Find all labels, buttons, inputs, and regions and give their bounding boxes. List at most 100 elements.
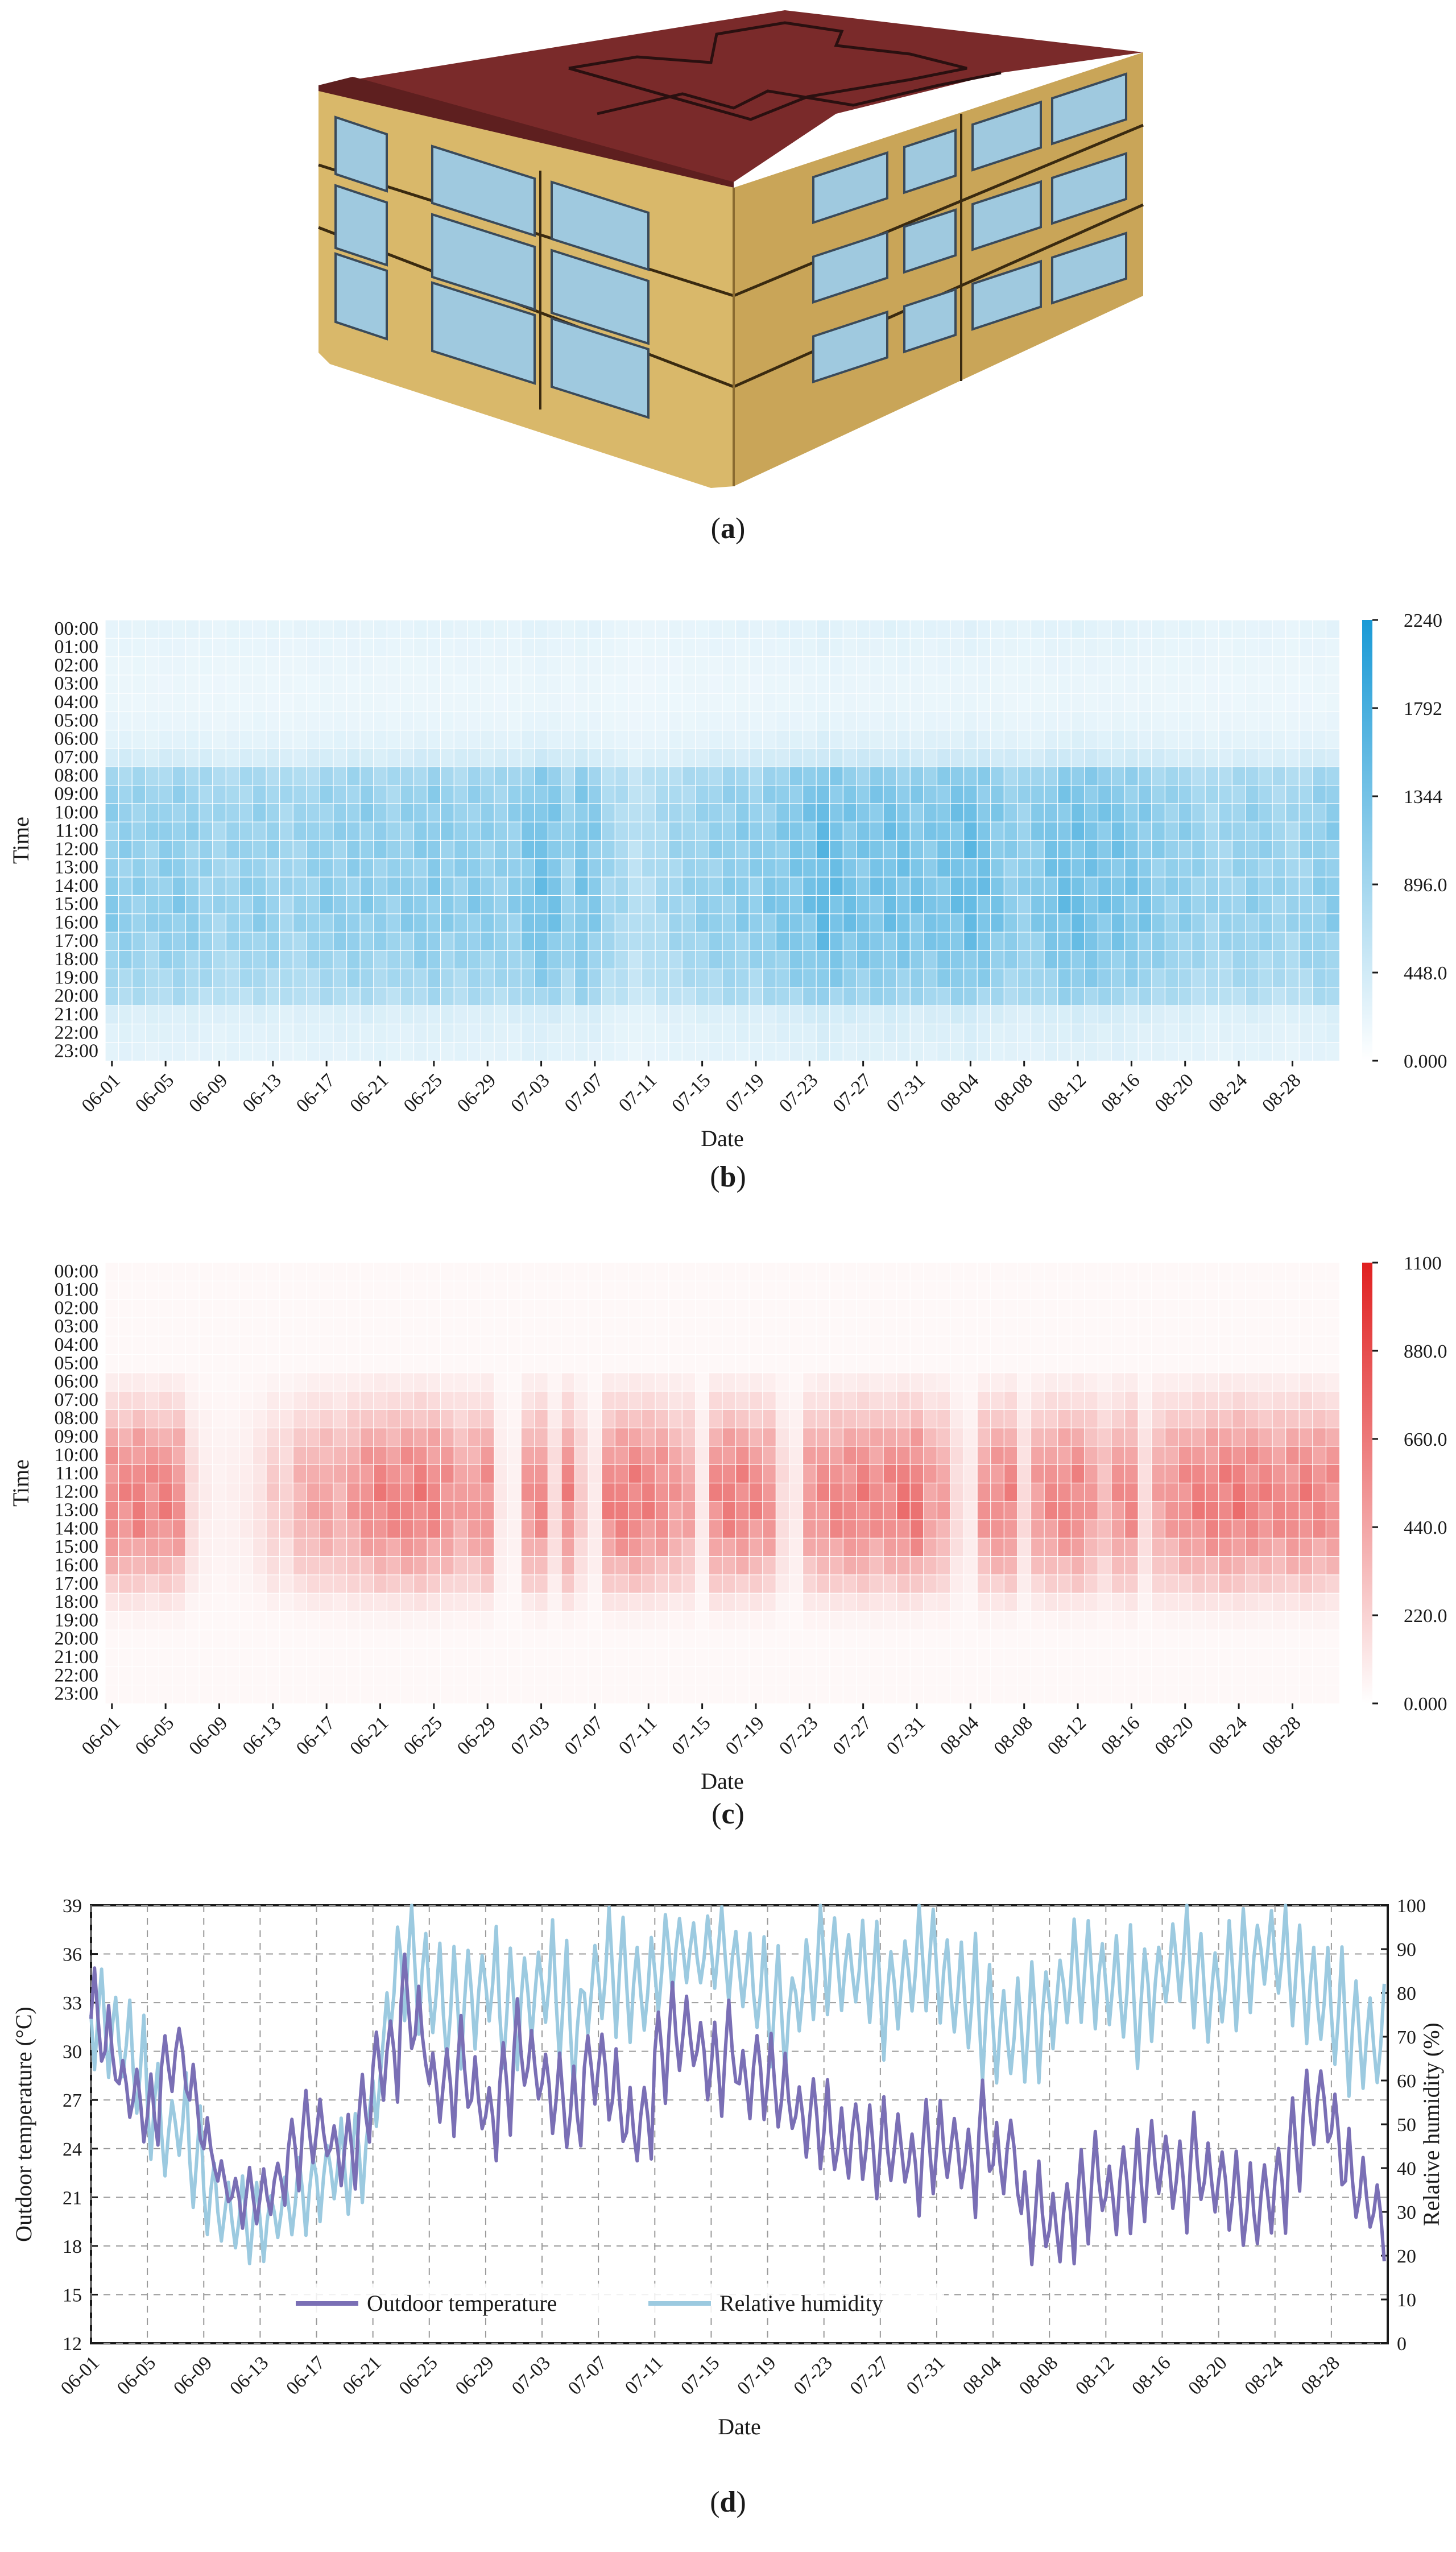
heatmap-cell [963, 1648, 978, 1668]
heatmap-cell [1097, 950, 1112, 970]
heatmap-cell [990, 785, 1005, 805]
heatmap-cell [279, 1666, 294, 1686]
heatmap-cell [1084, 1042, 1099, 1062]
heatmap-cell [708, 1005, 723, 1025]
heatmap-cell [547, 950, 562, 970]
x-tick-label: 07-31 [883, 1070, 929, 1116]
heatmap-cell [1231, 1335, 1246, 1355]
heatmap-cell [346, 730, 361, 750]
heatmap-cell [225, 1648, 240, 1668]
heatmap-cell [359, 1519, 374, 1539]
heatmap-cell [279, 1574, 294, 1594]
heatmap-cell [1325, 987, 1341, 1007]
window [431, 213, 536, 311]
heatmap-cell [507, 1648, 522, 1668]
heatmap-cell [145, 1262, 160, 1282]
heatmap-cell [534, 968, 549, 988]
y-tick-label: 14:00 [55, 1518, 98, 1539]
heatmap-cell [453, 1556, 468, 1576]
heatmap-cell [319, 1391, 334, 1411]
heatmap-cell [333, 1666, 348, 1686]
heatmap-cell [655, 730, 669, 750]
heatmap-cell [346, 1335, 361, 1355]
heatmap-cell [990, 839, 1005, 859]
heatmap-cell [413, 675, 428, 694]
heatmap-cell [829, 1298, 844, 1318]
heatmap-cell [923, 711, 938, 731]
heatmap-cell [534, 1464, 549, 1484]
heatmap-cell [1218, 693, 1233, 713]
heatmap-cell [816, 1537, 830, 1557]
heatmap-cell [131, 1519, 146, 1539]
heatmap-cell [641, 1556, 656, 1576]
heatmap-cell [534, 1446, 549, 1466]
heatmap-cell [1084, 987, 1099, 1007]
heatmap-cell [118, 839, 133, 859]
heatmap-cell [883, 1262, 897, 1282]
heatmap-cell [494, 1464, 508, 1484]
heatmap-cell [802, 1428, 817, 1447]
heatmap-cell [1017, 895, 1032, 915]
heatmap-cell [292, 711, 307, 731]
heatmap-cell [185, 1298, 200, 1318]
heatmap-cell [601, 1593, 616, 1612]
heatmap-cell [1191, 693, 1206, 713]
heatmap-cell [561, 839, 576, 859]
heatmap-cell [494, 1262, 508, 1282]
heatmap-cell [950, 1556, 965, 1576]
heatmap-cell [1084, 1519, 1099, 1539]
heatmap-cell [1298, 1280, 1313, 1300]
heatmap-cell [453, 821, 468, 841]
heatmap-cell [306, 821, 321, 841]
heatmap-cell [896, 1023, 911, 1043]
heatmap-cell [748, 968, 763, 988]
heatmap-cell [1003, 1298, 1019, 1318]
heatmap-cell [1325, 1593, 1341, 1612]
heatmap-cell [856, 1262, 871, 1282]
heatmap-cell [923, 1574, 938, 1594]
heatmap-cell [400, 1023, 415, 1043]
heatmap-cell [1017, 1446, 1032, 1466]
heatmap-cell [1151, 693, 1166, 713]
heatmap-cell [668, 1666, 683, 1686]
heatmap-cell [118, 1464, 133, 1484]
heatmap-cell [1084, 1005, 1099, 1025]
heatmap-cell [319, 839, 334, 859]
heatmap-cell [1231, 766, 1246, 786]
heatmap-cell [1097, 1593, 1112, 1612]
heatmap-cell [748, 1666, 763, 1686]
heatmap-cell [1325, 1611, 1341, 1631]
heatmap-cell [950, 1648, 965, 1668]
heatmap-cell [480, 1574, 495, 1594]
heatmap-cell [239, 1519, 254, 1539]
heatmap-cell [239, 1262, 254, 1282]
heatmap-cell [547, 1464, 562, 1484]
heatmap-cell [1070, 1409, 1085, 1429]
heatmap-cell [306, 785, 321, 805]
heatmap-cell [131, 1354, 146, 1374]
heatmap-cell [1231, 619, 1246, 639]
heatmap-cell [1003, 638, 1019, 657]
heatmap-cell [386, 638, 402, 657]
heatmap-cell [292, 1262, 307, 1282]
heatmap-cell [118, 1042, 133, 1062]
heatmap-cell [1070, 987, 1085, 1007]
heatmap-cell [883, 1446, 897, 1466]
heatmap-cell [1084, 1611, 1099, 1631]
heatmap-cell [1178, 1611, 1193, 1631]
heatmap-cell [1070, 638, 1085, 657]
heatmap-cell [708, 619, 723, 639]
heatmap-cell [131, 803, 146, 823]
heatmap-cell [1218, 1317, 1233, 1337]
heatmap-cell [131, 1023, 146, 1043]
heatmap-cell [655, 1446, 669, 1466]
heatmap-cell [266, 950, 280, 970]
heatmap-cell [829, 785, 844, 805]
heatmap-cell [1017, 1023, 1032, 1043]
heatmap-cell [467, 1593, 482, 1612]
heatmap-cell [574, 876, 589, 896]
heatmap-cell [1205, 1391, 1219, 1411]
heatmap-cell [977, 839, 991, 859]
heatmap-cell [1205, 1280, 1219, 1300]
heatmap-cell [655, 932, 669, 952]
